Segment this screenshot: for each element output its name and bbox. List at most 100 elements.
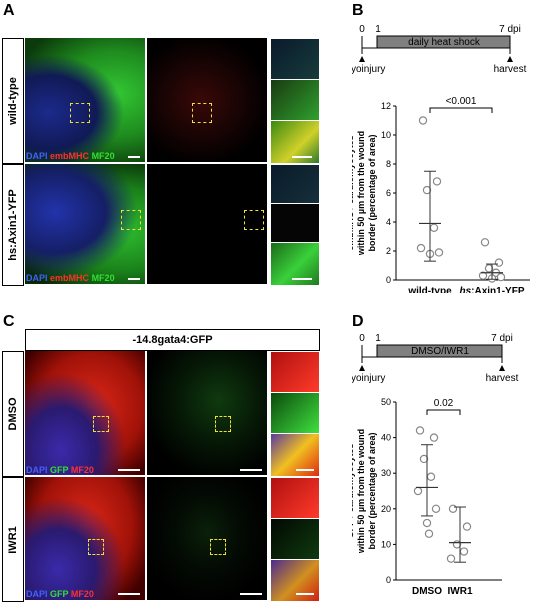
timeline-start-event: cryoinjury — [352, 64, 385, 75]
micrograph-axin1-merge — [25, 164, 145, 284]
y-tick-label: 6 — [386, 188, 391, 198]
x-tick-label: IWR1 — [448, 586, 473, 597]
scale-bar — [240, 469, 262, 471]
significance-label: 0.02 — [434, 398, 454, 409]
panel-d-label: D — [352, 313, 364, 330]
row-label-iwr1: IWR1 — [2, 477, 24, 602]
zoom-box — [93, 416, 109, 432]
scale-bar — [128, 156, 140, 158]
chart-d: 0 10 20 30 40 50 GFP+ cardiomyocyteswithin 50 … — [352, 397, 502, 597]
legend-c-iwr1: DAPI GFP MF20 — [26, 589, 94, 599]
x-tick-label: hs:Axin1-YFP — [459, 286, 524, 293]
data-point — [413, 486, 423, 496]
zoom-box — [70, 103, 90, 123]
data-point — [480, 238, 490, 247]
y-tick-label: 40 — [381, 433, 391, 443]
legend-a-axin1: DAPI embMHC MF20 — [26, 273, 115, 283]
chart-b: 0 2 4 6 8 10 12 embMHC+ cardiomyocyteswithin 50… — [352, 96, 530, 293]
y-tick-label: 4 — [386, 217, 391, 227]
data-point — [424, 529, 434, 538]
legend-c-dmso: DAPI GFP MF20 — [26, 465, 94, 475]
zoom-iwr1-2 — [270, 518, 320, 560]
timeline-t1: 1 — [375, 24, 381, 35]
x-tick-label: DMSO — [412, 586, 442, 597]
x-tick-label: wild-type — [407, 286, 452, 293]
scale-bar — [118, 469, 140, 471]
data-point — [415, 426, 425, 435]
data-point — [426, 472, 436, 481]
data-point — [422, 185, 432, 195]
zoom-axin1-2 — [270, 203, 320, 243]
micrograph-dmso-merge — [25, 351, 145, 475]
scale-bar — [128, 278, 140, 280]
data-point — [459, 547, 469, 556]
scale-bar — [296, 469, 314, 471]
timeline-end-event: harvest — [486, 373, 519, 384]
micrograph-iwr1-gfp — [147, 477, 267, 600]
y-axis-label: GFP+ cardiomyocyteswithin 50 µm from the… — [352, 429, 377, 554]
scale-bar — [118, 593, 140, 595]
zoom-axin1-1 — [270, 164, 320, 204]
zoom-dmso-2 — [270, 392, 320, 434]
y-tick-label: 2 — [386, 246, 391, 256]
timeline-t0: 0 — [359, 24, 365, 35]
data-point — [448, 504, 458, 514]
zoom-wt-2 — [270, 79, 320, 121]
data-point — [484, 264, 494, 273]
scale-bar — [292, 156, 312, 158]
timeline-t0: 0 — [359, 333, 365, 344]
zoom-iwr1-3 — [270, 559, 320, 602]
y-tick-label: 8 — [386, 159, 391, 169]
micrograph-wt-merge — [25, 38, 145, 162]
legend-a-wt: DAPI embMHC MF20 — [26, 151, 115, 161]
timeline-b: 0 1 7 dpi daily heat shock cryoinjury ha… — [352, 24, 527, 75]
panel-c-label: C — [3, 313, 15, 330]
zoom-box — [244, 210, 264, 230]
timeline-d: 0 1 7 dpi DMSO/IWR1 cryoinjury harvest — [352, 333, 519, 384]
zoom-box — [88, 539, 104, 555]
zoom-dmso-1 — [270, 351, 320, 393]
micrograph-dmso-gfp — [147, 351, 267, 475]
timeline-bar-label: DMSO/IWR1 — [411, 346, 469, 357]
y-axis-label: embMHC+ cardiomyocyteswithin 50 µm from … — [352, 131, 377, 256]
y-tick-label: 0 — [386, 275, 391, 285]
timeline-start-event: cryoinjury — [352, 373, 385, 384]
y-tick-label: 10 — [381, 539, 391, 549]
y-tick-label: 12 — [381, 101, 391, 111]
zoom-box — [192, 103, 212, 123]
data-point — [462, 522, 472, 531]
significance-bracket — [426, 409, 461, 415]
significance-label: <0.001 — [446, 96, 477, 107]
zoom-wt-1 — [270, 38, 320, 80]
timeline-tend: 7 dpi — [499, 24, 521, 35]
panel-a-label: A — [3, 2, 15, 19]
scale-bar — [240, 593, 262, 595]
data-point — [429, 223, 439, 232]
y-tick-label: 50 — [381, 397, 391, 407]
data-point — [496, 272, 506, 282]
data-point — [418, 116, 428, 125]
data-point — [494, 258, 504, 267]
data-point — [422, 518, 432, 528]
row-label-dmso: DMSO — [2, 351, 24, 477]
significance-bracket — [429, 107, 493, 113]
row-label-wild-type: wild-type — [2, 38, 24, 164]
zoom-box — [210, 539, 226, 555]
timeline-bar-label: daily heat shock — [408, 37, 481, 48]
data-point — [446, 554, 456, 563]
data-point — [429, 433, 439, 442]
y-tick-label: 10 — [381, 130, 391, 140]
timeline-t1: 1 — [375, 333, 381, 344]
data-point — [478, 271, 488, 280]
micrograph-iwr1-merge — [25, 477, 145, 600]
data-point — [416, 243, 426, 253]
timeline-tend: 7 dpi — [491, 333, 513, 344]
zoom-box — [121, 210, 141, 230]
panel-c-header: -14.8gata4:GFP — [25, 329, 320, 351]
y-tick-label: 20 — [381, 504, 391, 514]
panel-b-label: B — [352, 2, 364, 19]
timeline-end-event: harvest — [494, 64, 527, 75]
micrograph-wt-embmhc — [147, 38, 267, 162]
data-point — [431, 504, 441, 514]
scale-bar — [292, 278, 312, 280]
